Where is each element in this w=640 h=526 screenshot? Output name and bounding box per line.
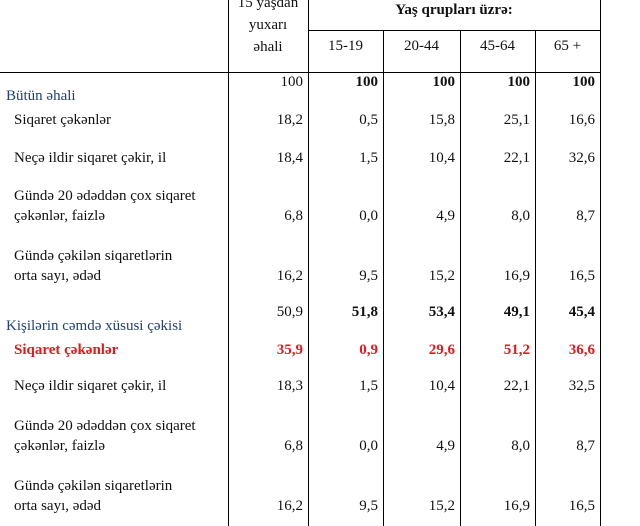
header-text: 15 yaşdan	[237, 0, 299, 11]
cell-value: 1,5	[359, 150, 378, 166]
column-rule	[383, 30, 384, 526]
cell-value: 100	[507, 74, 531, 90]
cell-value: 16,9	[503, 498, 530, 514]
cell-value: 22,1	[503, 150, 530, 166]
cell-value: 0,5	[359, 112, 378, 128]
cell-value: 6,8	[284, 438, 303, 454]
column-rule	[600, 0, 601, 526]
column-rule	[535, 30, 536, 526]
cell-value: 100	[572, 74, 596, 90]
row-label: Siqaret çəkənlər	[14, 342, 119, 358]
cell-value: 6,8	[284, 208, 303, 224]
cell-value: 16,2	[276, 498, 303, 514]
cell-value: 16,9	[503, 268, 530, 284]
column-rule	[308, 0, 309, 526]
cell-value: 16,5	[568, 268, 595, 284]
row-label: Gündə çəkilən siqaretlərin	[14, 478, 173, 494]
column-rule	[460, 30, 461, 526]
header-rule	[0, 72, 601, 73]
cell-value: 0,0	[359, 208, 378, 224]
cell-value: 10,4	[428, 378, 455, 394]
header-rule	[308, 30, 601, 31]
row-label: Gündə 20 ədəddən çox siqaret	[14, 418, 196, 434]
cell-value: 16,5	[568, 498, 595, 514]
cell-value: 4,9	[436, 208, 455, 224]
cell-value: 9,5	[359, 268, 378, 284]
row-label: çəkənlər, faizlə	[14, 438, 105, 454]
cell-value: 22,1	[503, 378, 530, 394]
cell-value: 16,6	[568, 112, 595, 128]
cell-value: 53,4	[428, 304, 455, 320]
row-label: orta sayı, ədəd	[14, 498, 102, 514]
row-label: orta sayı, ədəd	[14, 268, 102, 284]
cell-value: 16,2	[276, 268, 303, 284]
cell-value: 15,8	[428, 112, 455, 128]
cell-value: 1,5	[359, 378, 378, 394]
age-header: 45-64	[480, 38, 515, 54]
cell-value: 4,9	[436, 438, 455, 454]
cell-value: 100	[432, 74, 456, 90]
cell-value: 32,5	[568, 378, 595, 394]
section-title: Bütün əhali	[6, 88, 76, 104]
cell-value: 51,8	[351, 304, 378, 320]
row-label: çəkənlər, faizlə	[14, 208, 105, 224]
age-header: 15-19	[328, 38, 363, 54]
header-group: Yaş qrupları üzrə:	[395, 2, 513, 18]
cell-value: 8,7	[576, 208, 595, 224]
cell-value: 15,2	[428, 268, 455, 284]
cell-value: 49,1	[503, 304, 530, 320]
cell-value: 8,7	[576, 438, 595, 454]
row-label: Neçə ildir siqaret çəkir, il	[14, 378, 167, 394]
cell-value: 8,0	[511, 208, 530, 224]
cell-value: 45,4	[568, 304, 595, 320]
row-label: Siqaret çəkənlər	[14, 112, 112, 128]
cell-value: 9,5	[359, 498, 378, 514]
section-title: Kişilərin cəmdə xüsusi çəkisi	[6, 318, 183, 334]
cell-value: 8,0	[511, 438, 530, 454]
cell-value: 0,9	[359, 342, 378, 358]
header-text: əhali	[253, 39, 283, 55]
header-text: yuxarı	[248, 17, 288, 33]
cell-value: 36,6	[568, 342, 595, 358]
cell-value: 0,0	[359, 438, 378, 454]
cell-value: 100	[280, 74, 304, 90]
cell-value: 35,9	[276, 342, 303, 358]
age-header: 20-44	[404, 38, 439, 54]
cell-value: 18,4	[276, 150, 303, 166]
cell-value: 29,6	[428, 342, 455, 358]
cell-value: 100	[355, 74, 379, 90]
cell-value: 51,2	[503, 342, 530, 358]
cell-value: 15,2	[428, 498, 455, 514]
column-rule	[228, 0, 229, 526]
age-header: 65 +	[553, 38, 582, 54]
cell-value: 32,6	[568, 150, 595, 166]
cell-value: 50,9	[276, 304, 303, 320]
row-label: Gündə 20 ədəddən çox siqaret	[14, 188, 196, 204]
cell-value: 10,4	[428, 150, 455, 166]
cell-value: 18,3	[276, 378, 303, 394]
row-label: Gündə çəkilən siqaretlərin	[14, 248, 173, 264]
row-label: Neçə ildir siqaret çəkir, il	[14, 150, 167, 166]
cell-value: 18,2	[276, 112, 303, 128]
cell-value: 25,1	[503, 112, 530, 128]
